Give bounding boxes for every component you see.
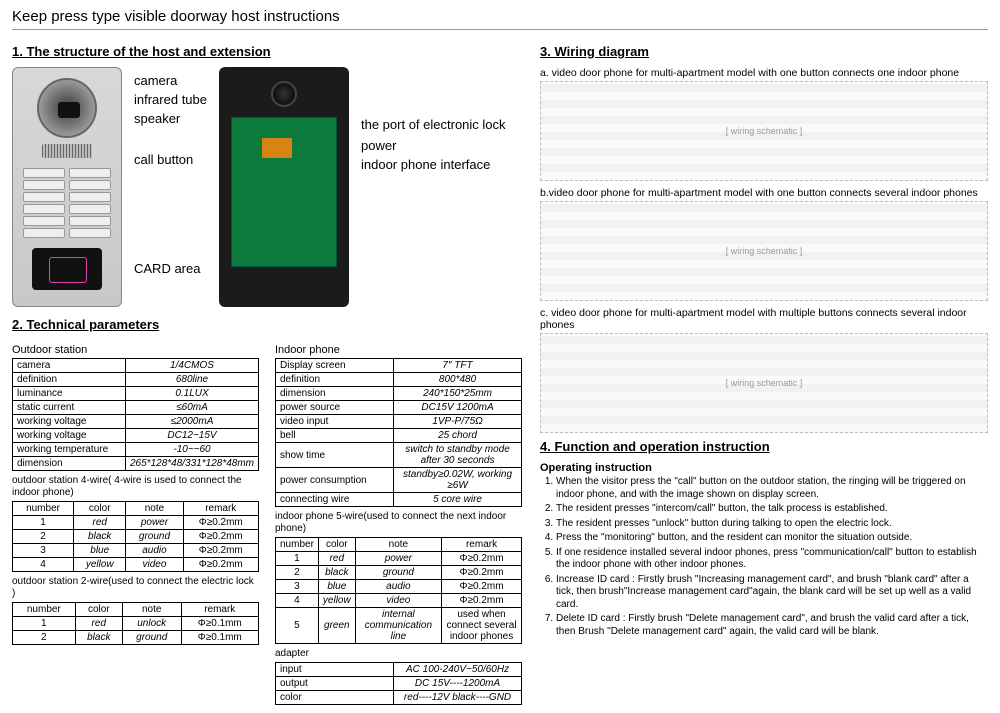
device-front-illustration: [12, 67, 122, 307]
table-header: numbercolornoteremark: [13, 603, 259, 617]
table-row: dimension265*128*48/331*128*48mm: [13, 457, 259, 471]
wire5-table: numbercolornoteremark1redpowerΦ≥0.2mm2bl…: [275, 537, 522, 644]
label-indoor-interface: indoor phone interface: [361, 157, 506, 172]
table-row: luminance0.1LUX: [13, 387, 259, 401]
section-wiring-head: 3. Wiring diagram: [540, 44, 988, 59]
wire4-table: numbercolornoteremark1redpowerΦ≥0.2mm2bl…: [12, 501, 259, 572]
table-header: numbercolornoteremark: [276, 538, 522, 552]
table-row: working temperature-10~~60: [13, 443, 259, 457]
structure-diagram: camera infrared tube speaker call button…: [12, 67, 522, 307]
device-back-illustration: [219, 67, 349, 307]
table-row: definition680line: [13, 373, 259, 387]
wire5-caption: indoor phone 5-wire(used to connect the …: [275, 511, 522, 535]
label-power: power: [361, 138, 506, 153]
label-camera: camera: [134, 73, 207, 88]
label-lock-port: the port of electronic lock: [361, 117, 506, 132]
table-row: show timeswitch to standby mode after 30…: [276, 443, 522, 468]
adapter-table: inputAC 100-240V~50/60HzoutputDC 15V----…: [275, 662, 522, 705]
section-num: 3.: [540, 44, 551, 59]
wiring-caption-a: a. video door phone for multi-apartment …: [540, 67, 988, 79]
table-row: outputDC 15V----1200mA: [276, 677, 522, 691]
wiring-diagram-c: [ wiring schematic ]: [540, 333, 988, 433]
wire2-caption: outdoor station 2-wire(used to connect t…: [12, 576, 259, 600]
indoor-title: Indoor phone: [275, 344, 522, 356]
list-item: Increase ID card : Firstly brush "Increa…: [556, 574, 988, 612]
table-row: working voltage≤2000mA: [13, 415, 259, 429]
table-row: inputAC 100-240V~50/60Hz: [276, 663, 522, 677]
section-num: 2.: [12, 317, 23, 332]
table-row: 1redunlockΦ≥0.1mm: [13, 617, 259, 631]
indoor-params-table: Display screen7″ TFTdefinition800*480dim…: [275, 358, 522, 507]
back-lens-icon: [271, 81, 297, 107]
table-row: bell25 chord: [276, 429, 522, 443]
table-header: numbercolornoteremark: [13, 502, 259, 516]
section-num: 1.: [12, 44, 23, 59]
section-num: 4.: [540, 439, 551, 454]
section-structure-head: 1. The structure of the host and extensi…: [12, 44, 522, 59]
table-row: camera1/4CMOS: [13, 359, 259, 373]
table-row: Display screen7″ TFT: [276, 359, 522, 373]
camera-icon: [37, 78, 97, 138]
wiring-diagram-a: [ wiring schematic ]: [540, 81, 988, 181]
outdoor-params-table: camera1/4CMOSdefinition680lineluminance0…: [12, 358, 259, 471]
front-labels: camera infrared tube speaker call button…: [134, 67, 207, 276]
section-func-head: 4. Function and operation instruction: [540, 439, 988, 454]
section-title: Function and operation instruction: [554, 439, 769, 454]
table-row: 2blackgroundΦ≥0.2mm: [13, 530, 259, 544]
table-row: 4yellowvideoΦ≥0.2mm: [13, 558, 259, 572]
list-item: Press the "monitoring" button, and the r…: [556, 532, 988, 545]
label-speaker: speaker: [134, 111, 207, 126]
table-row: power sourceDC15V 1200mA: [276, 401, 522, 415]
card-area-icon: [32, 248, 102, 290]
section-tech-head: 2. Technical parameters: [12, 317, 522, 332]
list-item: The resident presses "unlock" button dur…: [556, 518, 988, 531]
wiring-caption-b: b.video door phone for multi-apartment m…: [540, 187, 988, 199]
table-row: dimension240*150*25mm: [276, 387, 522, 401]
wire2-table: numbercolornoteremark1redunlockΦ≥0.1mm2b…: [12, 602, 259, 645]
wire4-caption: outdoor station 4-wire( 4-wire is used t…: [12, 475, 259, 499]
table-row: working voltageDC12~15V: [13, 429, 259, 443]
operating-list: When the visitor press the "call" button…: [540, 476, 988, 638]
table-row: 4yellowvideoΦ≥0.2mm: [276, 594, 522, 608]
section-title: Technical parameters: [26, 317, 159, 332]
list-item: The resident presses "intercom/call" but…: [556, 503, 988, 516]
table-row: 1redpowerΦ≥0.2mm: [13, 516, 259, 530]
table-row: static current≤60mA: [13, 401, 259, 415]
table-row: connecting wire5 core wire: [276, 493, 522, 507]
label-card-area: CARD area: [134, 261, 207, 276]
list-item: When the visitor press the "call" button…: [556, 476, 988, 501]
table-row: definition800*480: [276, 373, 522, 387]
adapter-title: adapter: [275, 648, 522, 660]
table-row: video input1VP-P/75Ω: [276, 415, 522, 429]
wiring-caption-c: c. video door phone for multi-apartment …: [540, 307, 988, 331]
list-item: Delete ID card : Firstly brush "Delete m…: [556, 613, 988, 638]
back-labels: the port of electronic lock power indoor…: [361, 67, 506, 172]
operating-head: Operating instruction: [540, 462, 988, 474]
speaker-icon: [42, 144, 92, 158]
pcb-icon: [231, 117, 337, 267]
call-button-grid: [13, 164, 121, 242]
table-row: power consumptionstandby≥0.02W, working …: [276, 468, 522, 493]
table-row: colorred----12V black----GND: [276, 691, 522, 705]
section-title: The structure of the host and extension: [26, 44, 270, 59]
section-title: Wiring diagram: [554, 44, 649, 59]
label-call-button: call button: [134, 152, 207, 167]
outdoor-title: Outdoor station: [12, 344, 259, 356]
table-row: 3blueaudioΦ≥0.2mm: [276, 580, 522, 594]
label-infrared: infrared tube: [134, 92, 207, 107]
table-row: 2blackgroundΦ≥0.1mm: [13, 631, 259, 645]
table-row: 3blueaudioΦ≥0.2mm: [13, 544, 259, 558]
table-row: 1redpowerΦ≥0.2mm: [276, 552, 522, 566]
table-row: 2blackgroundΦ≥0.2mm: [276, 566, 522, 580]
page-title: Keep press type visible doorway host ins…: [12, 8, 988, 30]
table-row: 5greeninternal communication lineused wh…: [276, 608, 522, 644]
wiring-diagram-b: [ wiring schematic ]: [540, 201, 988, 301]
list-item: If one residence installed several indoo…: [556, 547, 988, 572]
